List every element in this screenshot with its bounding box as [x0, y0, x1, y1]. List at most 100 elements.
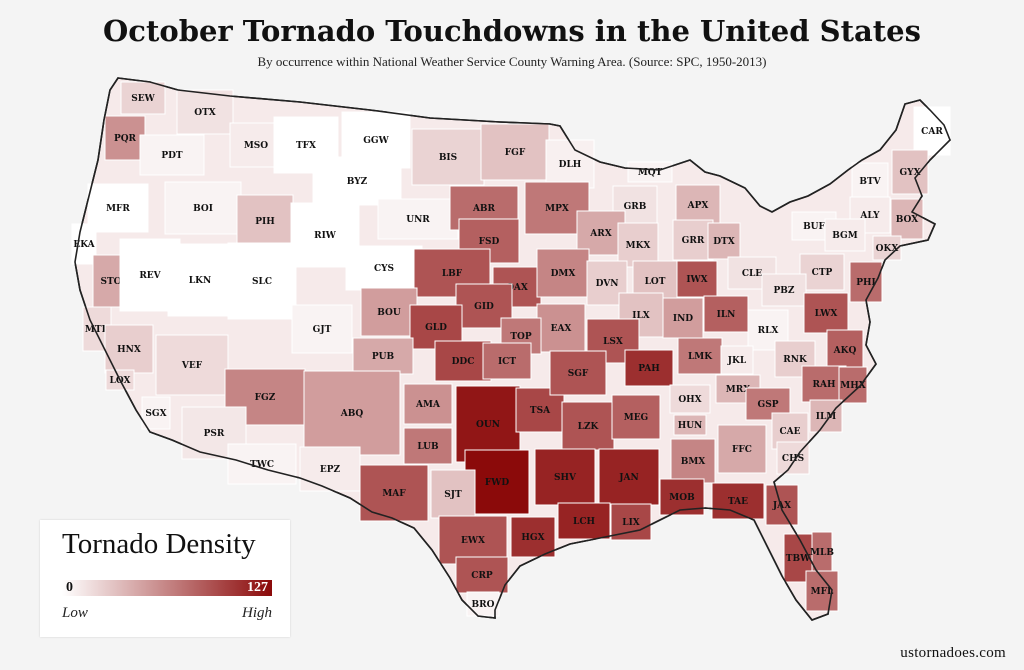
- cwa-shape-pub: [352, 337, 414, 375]
- cwa-shape-sew: [120, 81, 166, 115]
- cwa-label-mtr: MTR: [85, 325, 110, 335]
- cwa-region-ddc: DDC: [434, 340, 492, 382]
- cwa-shape-lch: [557, 502, 611, 540]
- cwa-label-pbz: PBZ: [774, 286, 795, 296]
- cwa-label-iln: ILN: [717, 310, 736, 320]
- cwa-region-lub: LUB: [403, 427, 453, 465]
- cwa-label-mqt: MQT: [638, 168, 663, 178]
- cwa-shape-bro: [466, 591, 500, 617]
- cwa-shape-ilm: [809, 399, 843, 433]
- cwa-region-mpx: MPX: [524, 181, 590, 235]
- cwa-shape-bou: [360, 287, 418, 337]
- cwa-region-bmx: BMX: [670, 438, 716, 484]
- cwa-shape-okx: [872, 235, 902, 261]
- cwa-shape-hun: [673, 414, 707, 436]
- cwa-region-grr: GRR: [672, 219, 714, 261]
- cwa-label-rev: REV: [139, 271, 161, 281]
- cwa-region-twc: TWC: [227, 443, 297, 485]
- cwa-label-akq: AKQ: [833, 346, 857, 356]
- cwa-label-hun: HUN: [678, 421, 703, 431]
- cwa-region-lmk: LMK: [677, 337, 723, 375]
- cwa-shape-mso: [229, 122, 283, 168]
- cwa-shape-pih: [236, 194, 294, 248]
- legend: Tornado Density 0 127 Low High: [40, 520, 290, 637]
- cwa-region-ohx: OHX: [669, 384, 711, 414]
- cwa-region-apx: APX: [675, 184, 721, 226]
- cwa-label-mso: MSO: [244, 141, 268, 151]
- cwa-label-fsd: FSD: [479, 237, 500, 247]
- cwa-shape-otx: [176, 89, 234, 135]
- cwa-shape-jax: [765, 484, 799, 526]
- cwa-label-vef: VEF: [181, 361, 203, 371]
- cwa-label-iwx: IWX: [686, 275, 707, 285]
- cwa-shape-bis: [411, 128, 485, 186]
- cwa-region-sgx: SGX: [141, 396, 171, 430]
- cwa-label-crp: CRP: [471, 571, 493, 581]
- cwa-region-maf: MAF: [359, 464, 429, 522]
- cwa-region-crp: CRP: [455, 556, 509, 594]
- cwa-label-mrx: MRX: [726, 385, 750, 395]
- cwa-region-ama: AMA: [403, 383, 453, 425]
- legend-min-value: 0: [66, 580, 73, 595]
- cwa-shape-ohx: [669, 384, 711, 414]
- cwa-region-ilm: ILM: [809, 399, 843, 433]
- cwa-shape-mfr: [87, 183, 149, 233]
- cwa-shape-sjt: [430, 469, 476, 519]
- cwa-label-fwd: FWD: [485, 478, 509, 488]
- cwa-region-dmx: DMX: [536, 248, 590, 298]
- cwa-region-ewx: EWX: [438, 515, 508, 565]
- cwa-label-shv: SHV: [554, 473, 577, 483]
- cwa-label-sgf: SGF: [568, 369, 589, 379]
- cwa-shape-vef: [155, 334, 229, 396]
- cwa-label-apx: APX: [687, 201, 709, 211]
- cwa-label-pih: PIH: [255, 217, 275, 227]
- cwa-label-aly: ALY: [859, 211, 880, 221]
- cwa-label-ilm: ILM: [816, 412, 837, 422]
- cwa-label-mfr: MFR: [106, 204, 130, 214]
- cwa-label-maf: MAF: [382, 489, 406, 499]
- cwa-region-iln: ILN: [703, 295, 749, 333]
- cwa-label-lkn: LKN: [189, 276, 211, 286]
- cwa-label-hnx: HNX: [117, 345, 141, 355]
- cwa-label-arx: ARX: [589, 229, 611, 239]
- cwa-label-lbf: LBF: [442, 269, 463, 279]
- cwa-region-pih: PIH: [236, 194, 294, 248]
- cwa-label-lzk: LZK: [578, 422, 600, 432]
- cwa-shape-bgm: [824, 218, 866, 252]
- cwa-shape-ict: [482, 342, 532, 380]
- cwa-shape-dlh: [545, 139, 595, 189]
- cwa-label-ggw: GGW: [363, 136, 389, 146]
- cwa-shape-jkl: [720, 345, 754, 375]
- cwa-region-mqt: MQT: [627, 161, 673, 183]
- cwa-label-ilx: ILX: [632, 311, 650, 321]
- cwa-label-ict: ICT: [498, 357, 516, 367]
- cwa-region-ffc: FFC: [717, 424, 767, 474]
- map-subtitle: By occurrence within National Weather Se…: [257, 54, 767, 69]
- cwa-shape-twc: [227, 443, 297, 485]
- cwa-label-epz: EPZ: [320, 465, 341, 475]
- cwa-label-btv: BTV: [859, 177, 881, 187]
- cwa-region-gjt: GJT: [291, 304, 353, 354]
- cwa-region-arx: ARX: [576, 210, 626, 256]
- cwa-region-sew: SEW: [120, 81, 166, 115]
- cwa-label-lix: LIX: [622, 518, 640, 528]
- cwa-label-fgf: FGF: [505, 148, 526, 158]
- conus-border: [74, 77, 951, 621]
- cwa-shape-fwd: [464, 449, 530, 515]
- cwa-label-tsa: TSA: [530, 406, 551, 416]
- cwa-label-cle: CLE: [742, 269, 762, 279]
- cwa-label-rnk: RNK: [783, 355, 808, 365]
- cwa-region-jax: JAX: [765, 484, 799, 526]
- cwa-label-pqr: PQR: [114, 134, 137, 144]
- cwa-label-gid: GID: [474, 302, 494, 312]
- cwa-shape-sgx: [141, 396, 171, 430]
- cwa-label-lsx: LSX: [603, 337, 623, 347]
- cwa-region-bgm: BGM: [824, 218, 866, 252]
- cwa-region-byz: BYZ: [312, 156, 402, 206]
- cwa-region-lkn: LKN: [167, 243, 233, 317]
- cwa-label-rah: RAH: [813, 380, 836, 390]
- cwa-shape-epz: [299, 446, 361, 492]
- cwa-label-gyx: GYX: [899, 168, 920, 178]
- cwa-shape-pqr: [104, 115, 146, 161]
- cwa-shape-ama: [403, 383, 453, 425]
